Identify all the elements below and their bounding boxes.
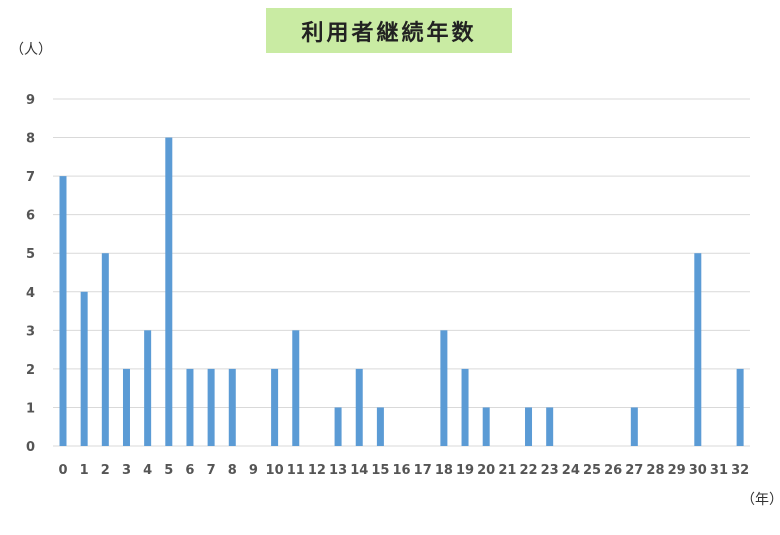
y-tick-label: 8	[26, 132, 35, 147]
bars	[59, 137, 744, 447]
bar-6	[186, 368, 194, 446]
x-tick-label: 8	[228, 463, 237, 478]
x-tick-label: 1	[80, 463, 89, 478]
bar-22	[525, 407, 533, 446]
x-tick-label: 31	[710, 463, 728, 478]
x-tick-label: 29	[668, 463, 686, 478]
bar-32	[736, 368, 744, 446]
y-tick-label: 3	[26, 324, 35, 339]
y-tick-label: 7	[26, 170, 35, 185]
y-tick-label: 1	[26, 401, 35, 416]
bar-5	[165, 137, 173, 447]
x-tick-label: 5	[164, 463, 173, 478]
bar-27	[630, 407, 638, 446]
bar-20	[482, 407, 490, 446]
x-tick-label: 0	[58, 463, 67, 478]
bar-11	[292, 330, 300, 446]
x-tick-label: 12	[308, 463, 326, 478]
x-tick-label: 27	[625, 463, 643, 478]
x-tick-label: 22	[519, 463, 537, 478]
bar-30	[694, 253, 702, 446]
x-tick-labels: 0 1 2 3 4 5 6 7 8 9 10 11 12 13 14 15 16 17 18 19 20 21 22 23 24…	[58, 463, 749, 478]
x-tick-label: 7	[207, 463, 216, 478]
y-tick-label: 0	[26, 440, 35, 455]
x-tick-label: 6	[185, 463, 194, 478]
grid-lines	[53, 98, 750, 447]
x-tick-label: 20	[477, 463, 495, 478]
x-tick-label: 24	[562, 463, 580, 478]
x-tick-label: 11	[287, 463, 305, 478]
x-tick-label: 21	[498, 463, 516, 478]
x-tick-label: 9	[249, 463, 258, 478]
x-tick-label: 3	[122, 463, 131, 478]
y-axis-unit-label: （人）	[10, 42, 52, 58]
x-tick-label: 16	[393, 463, 411, 478]
bar-14	[355, 368, 363, 446]
x-tick-label: 2	[101, 463, 110, 478]
bar-13	[334, 407, 342, 446]
bar-7	[207, 368, 215, 446]
y-tick-label: 4	[26, 286, 35, 301]
bar-0	[59, 176, 67, 446]
x-tick-label: 30	[689, 463, 707, 478]
x-tick-label: 4	[143, 463, 152, 478]
x-tick-label: 32	[731, 463, 749, 478]
x-tick-label: 10	[266, 463, 284, 478]
x-tick-label: 19	[456, 463, 474, 478]
x-tick-label: 13	[329, 463, 347, 478]
bar-3	[122, 368, 130, 446]
x-tick-label: 26	[604, 463, 622, 478]
y-tick-label: 2	[26, 363, 35, 378]
bar-4	[144, 330, 152, 446]
x-tick-label: 23	[541, 463, 559, 478]
bar-15	[376, 407, 384, 446]
x-tick-label: 15	[371, 463, 389, 478]
chart-title-box: 利用者継続年数	[266, 8, 512, 53]
bar-10	[271, 368, 279, 446]
bar-8	[228, 368, 236, 446]
bar-19	[461, 368, 469, 446]
x-tick-label: 28	[646, 463, 664, 478]
x-tick-label: 18	[435, 463, 453, 478]
x-tick-label: 17	[414, 463, 432, 478]
chart-title: 利用者継続年数	[301, 20, 477, 46]
y-tick-label: 6	[26, 209, 35, 224]
y-tick-label: 5	[26, 247, 35, 262]
x-tick-label: 14	[350, 463, 368, 478]
bar-18	[440, 330, 448, 446]
y-tick-label: 9	[26, 93, 35, 108]
y-tick-labels: 0 1 2 3 4 5 6 7 8 9	[26, 93, 35, 455]
bar-23	[546, 407, 554, 446]
x-tick-label: 25	[583, 463, 601, 478]
x-axis-unit-label: （年）	[741, 492, 780, 508]
bar-2	[101, 253, 109, 446]
bar-1	[80, 291, 88, 446]
